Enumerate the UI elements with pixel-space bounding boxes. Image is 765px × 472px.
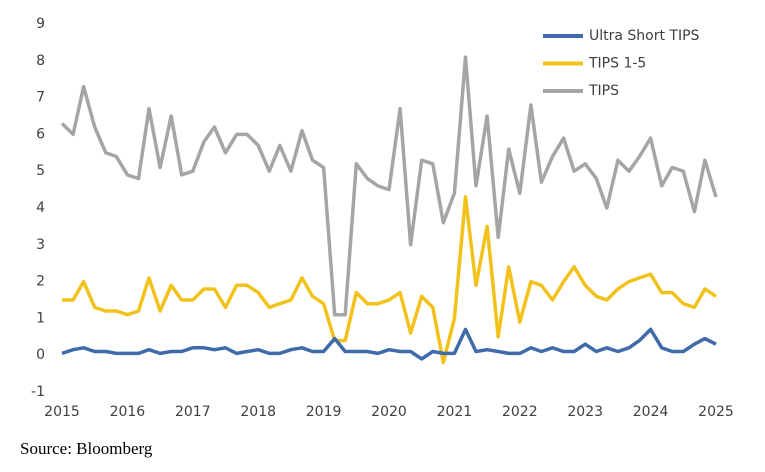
y-tick-label: 4 — [36, 200, 45, 216]
x-tick-label: 2025 — [698, 404, 734, 420]
y-tick-label: 1 — [36, 310, 45, 326]
y-tick-label: 8 — [36, 53, 45, 69]
x-tick-label: 2020 — [371, 404, 407, 420]
x-tick-label: 2015 — [44, 404, 80, 420]
legend-label: TIPS — [588, 83, 619, 99]
y-tick-label: 2 — [36, 274, 45, 290]
x-tick-label: 2023 — [567, 404, 603, 420]
x-tick-label: 2021 — [437, 404, 473, 420]
y-tick-label: 6 — [36, 126, 45, 142]
series-line — [60, 55, 718, 317]
y-tick-label: 9 — [36, 16, 45, 32]
y-tick-label: 5 — [36, 163, 45, 179]
y-tick-label: 7 — [36, 90, 45, 106]
source-note: Source: Bloomberg — [20, 439, 153, 458]
x-tick-label: 2019 — [306, 404, 342, 420]
y-tick-label: 3 — [36, 237, 45, 253]
x-tick-label: 2022 — [502, 404, 538, 420]
series-line — [61, 327, 717, 361]
y-tick-label: -1 — [31, 384, 45, 400]
x-tick-label: 2024 — [633, 404, 669, 420]
legend-label: Ultra Short TIPS — [589, 28, 700, 44]
legend-label: TIPS 1-5 — [588, 56, 646, 72]
x-tick-label: 2016 — [110, 404, 146, 420]
x-tick-label: 2017 — [175, 404, 211, 420]
x-tick-label: 2018 — [240, 404, 276, 420]
y-tick-label: 0 — [36, 347, 45, 363]
series-line — [62, 195, 717, 365]
